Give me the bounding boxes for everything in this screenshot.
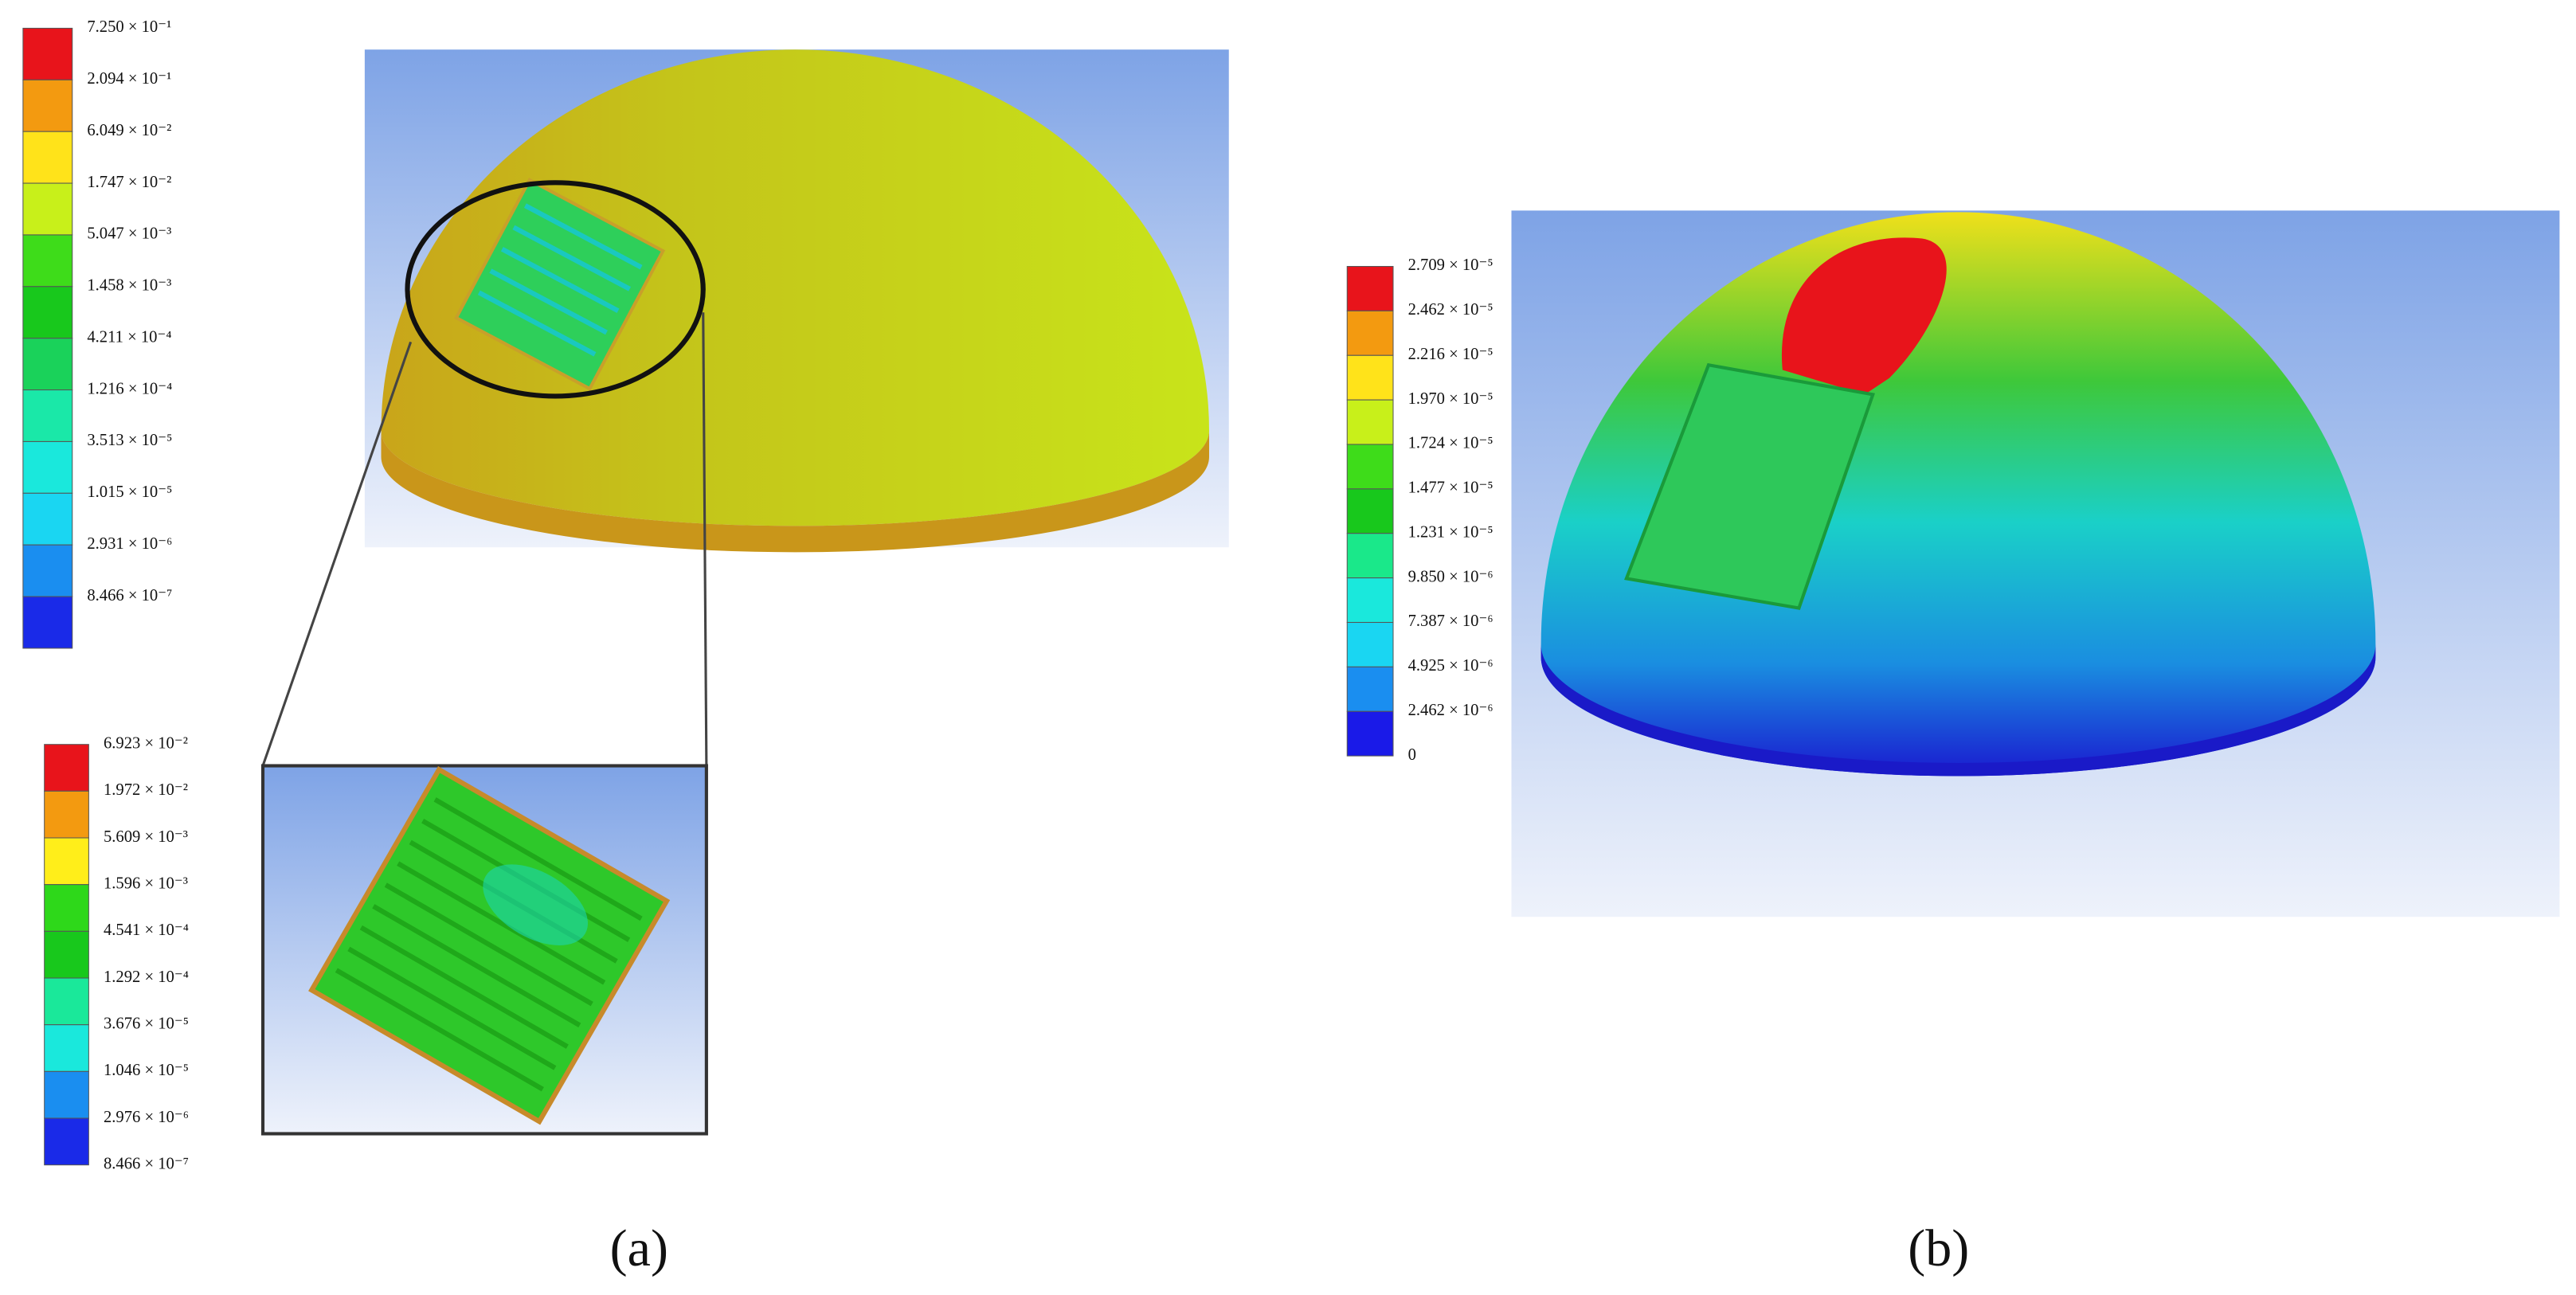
legend-swatch bbox=[44, 790, 89, 839]
legend-label: 1.216 × 10⁻⁴ bbox=[87, 380, 172, 397]
legend-label: 1.015 × 10⁻⁵ bbox=[87, 483, 172, 501]
legend-label: 2.931 × 10⁻⁶ bbox=[87, 535, 172, 553]
legend-label: 1.046 × 10⁻⁵ bbox=[104, 1062, 189, 1079]
legend-label: 7.250 × 10⁻¹ bbox=[87, 18, 171, 36]
legend-swatch bbox=[1346, 710, 1394, 757]
legend-swatch bbox=[22, 131, 73, 184]
legend-swatch bbox=[1346, 533, 1394, 579]
legend-swatch bbox=[22, 79, 73, 132]
legend-swatch bbox=[22, 234, 73, 288]
legend-label: 4.925 × 10⁻⁶ bbox=[1408, 657, 1494, 675]
legend-label: 3.676 × 10⁻⁵ bbox=[104, 1015, 189, 1032]
dome-rim bbox=[381, 430, 1209, 553]
legend-label: 1.747 × 10⁻² bbox=[87, 174, 171, 191]
legend-label: 4.211 × 10⁻⁴ bbox=[87, 328, 171, 346]
legend-label: 7.387 × 10⁻⁶ bbox=[1408, 612, 1494, 630]
legend-swatch bbox=[1346, 666, 1394, 712]
legend-label: 1.231 × 10⁻⁵ bbox=[1408, 523, 1494, 541]
patch bbox=[1624, 362, 1875, 610]
legend-swatch bbox=[22, 182, 73, 236]
legend-swatch bbox=[22, 596, 73, 649]
zoom-line bbox=[261, 341, 413, 767]
legend-label: 2.976 × 10⁻⁶ bbox=[104, 1109, 189, 1126]
hot-region bbox=[1781, 237, 1947, 395]
patch bbox=[454, 178, 666, 391]
zoom-circle bbox=[405, 180, 706, 399]
legend-label: 1.596 × 10⁻³ bbox=[104, 874, 188, 892]
legend-label: 2.462 × 10⁻⁶ bbox=[1408, 702, 1494, 719]
legend-swatch bbox=[22, 544, 73, 597]
legend-label: 2.709 × 10⁻⁵ bbox=[1408, 256, 1494, 274]
legend-label: 5.047 × 10⁻³ bbox=[87, 225, 171, 243]
legend-swatch bbox=[44, 837, 89, 886]
legend-swatch bbox=[1346, 399, 1394, 445]
legend-swatch bbox=[1346, 577, 1394, 624]
legend-label: 1.970 × 10⁻⁵ bbox=[1408, 390, 1494, 408]
legend-swatch bbox=[22, 389, 73, 442]
legend-label: 1.972 × 10⁻² bbox=[104, 781, 188, 799]
legend-swatch bbox=[1346, 621, 1394, 667]
legend-swatch bbox=[1346, 310, 1394, 356]
legend-label: 6.923 × 10⁻² bbox=[104, 734, 188, 752]
legend-label: 0 bbox=[1408, 746, 1416, 764]
legend-swatch bbox=[44, 1024, 89, 1072]
legend-swatch bbox=[22, 27, 73, 80]
legend-swatch bbox=[22, 492, 73, 546]
legend-swatch bbox=[22, 338, 73, 391]
legend-label: 2.462 × 10⁻⁵ bbox=[1408, 301, 1494, 319]
legend-label: 8.466 × 10⁻⁷ bbox=[104, 1155, 189, 1172]
dome bbox=[1541, 212, 2376, 777]
zoom-line bbox=[702, 312, 708, 766]
legend-swatch bbox=[22, 286, 73, 339]
legend-label: 1.292 × 10⁻⁴ bbox=[104, 968, 189, 986]
legend-label: 5.609 × 10⁻³ bbox=[104, 828, 188, 846]
legend-label: 3.513 × 10⁻⁵ bbox=[87, 432, 172, 449]
legend-swatch bbox=[44, 977, 89, 1026]
dome bbox=[381, 49, 1209, 526]
legend-label: 6.049 × 10⁻² bbox=[87, 122, 171, 139]
legend-label: 2.094 × 10⁻¹ bbox=[87, 70, 171, 88]
legend-swatch bbox=[1346, 354, 1394, 401]
legend-swatch bbox=[44, 1117, 89, 1166]
legend-label: 1.477 × 10⁻⁵ bbox=[1408, 479, 1494, 497]
zoom-patch bbox=[308, 766, 671, 1125]
legend-label: 8.466 × 10⁻⁷ bbox=[87, 587, 172, 604]
legend-swatch bbox=[44, 884, 89, 932]
legend-swatch bbox=[44, 1070, 89, 1119]
legend-label: 2.216 × 10⁻⁵ bbox=[1408, 346, 1494, 363]
legend-label: 1.724 × 10⁻⁵ bbox=[1408, 435, 1494, 452]
legend-swatch bbox=[1346, 444, 1394, 490]
caption: (b) bbox=[1908, 1219, 1969, 1277]
caption: (a) bbox=[610, 1219, 668, 1277]
legend-label: 9.850 × 10⁻⁶ bbox=[1408, 568, 1494, 585]
legend-swatch bbox=[1346, 265, 1394, 311]
legend-swatch bbox=[44, 744, 89, 792]
legend-label: 1.458 × 10⁻³ bbox=[87, 277, 171, 295]
legend-swatch bbox=[22, 440, 73, 494]
legend-label: 4.541 × 10⁻⁴ bbox=[104, 921, 189, 939]
legend-swatch bbox=[44, 930, 89, 979]
legend-swatch bbox=[1346, 488, 1394, 534]
